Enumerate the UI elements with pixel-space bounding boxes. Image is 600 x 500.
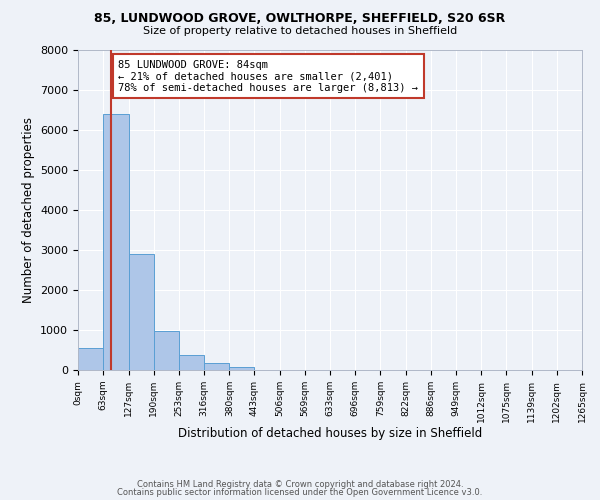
Bar [78,348,103,370]
Text: Size of property relative to detached houses in Sheffield: Size of property relative to detached ho… [143,26,457,36]
X-axis label: Distribution of detached houses by size in Sheffield: Distribution of detached houses by size … [178,428,482,440]
Text: 85 LUNDWOOD GROVE: 84sqm
← 21% of detached houses are smaller (2,401)
78% of sem: 85 LUNDWOOD GROVE: 84sqm ← 21% of detach… [118,60,418,93]
Y-axis label: Number of detached properties: Number of detached properties [22,117,35,303]
Bar [179,355,204,370]
Text: Contains HM Land Registry data © Crown copyright and database right 2024.: Contains HM Land Registry data © Crown c… [137,480,463,489]
Text: Contains public sector information licensed under the Open Government Licence v3: Contains public sector information licen… [118,488,482,497]
Bar [204,363,229,370]
Bar [128,254,154,370]
Bar [229,367,254,370]
Bar [103,114,128,370]
Bar [154,331,179,370]
Text: 85, LUNDWOOD GROVE, OWLTHORPE, SHEFFIELD, S20 6SR: 85, LUNDWOOD GROVE, OWLTHORPE, SHEFFIELD… [94,12,506,26]
